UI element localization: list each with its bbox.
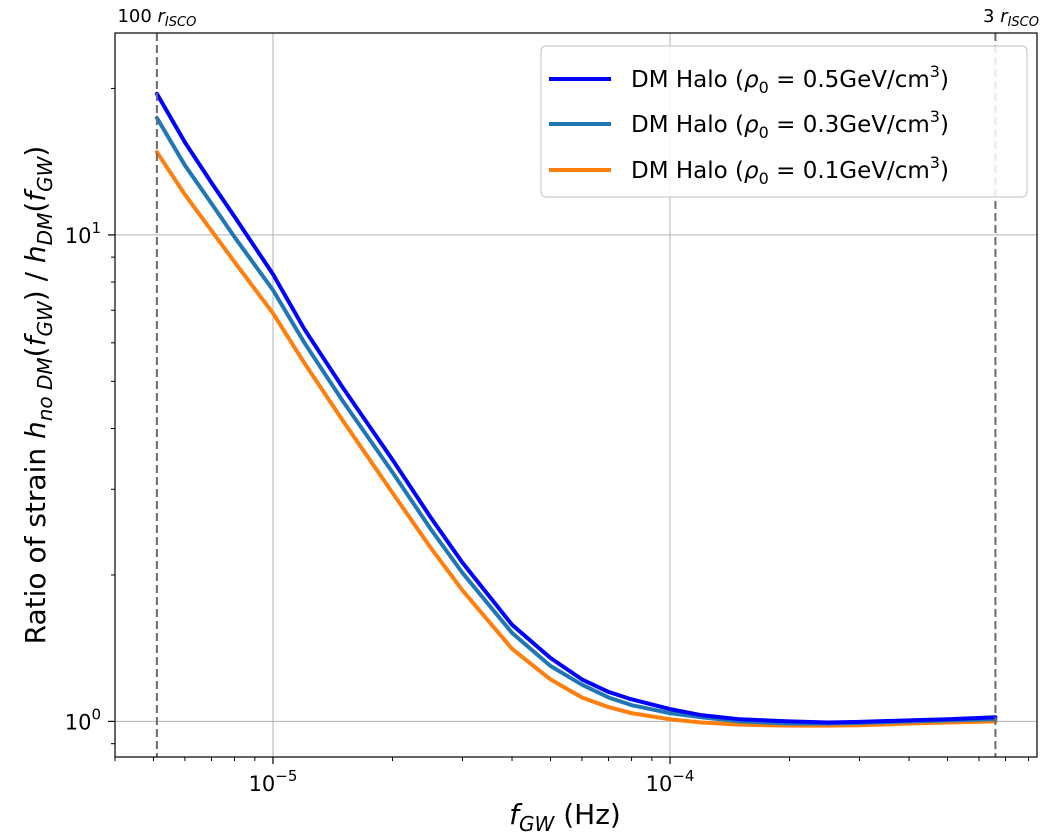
x-tick-label: 10−4: [646, 767, 695, 796]
y-axis-label: Ratio of strain hno DM(fGW) / hDM(fGW): [19, 146, 57, 645]
reference-line-label: 3 rISCO: [983, 6, 1039, 30]
series-line-0: [154, 91, 998, 725]
series-line-2: [154, 150, 998, 728]
y-tick-label: 100: [65, 705, 101, 734]
legend-label-0: DM Halo (ρ0 = 0.5GeV/cm3): [631, 62, 949, 97]
legend-item-0: DM Halo (ρ0 = 0.5GeV/cm3): [549, 62, 949, 97]
legend-box: [540, 45, 1028, 198]
series-lines: [154, 91, 998, 728]
legend: DM Halo (ρ0 = 0.5GeV/cm3) DM Halo (ρ0 = …: [540, 45, 1028, 198]
x-tick-label: 10−5: [249, 767, 298, 796]
legend-label-2: DM Halo (ρ0 = 0.1GeV/cm3): [631, 153, 949, 188]
y-tick-label: 101: [65, 219, 101, 248]
minor-ticks: [111, 87, 1030, 761]
legend-item-1: DM Halo (ρ0 = 0.3GeV/cm3): [549, 107, 949, 142]
tick-labels: 10−5 10−4 100 101: [65, 219, 695, 796]
axes-frame: [114, 32, 1038, 758]
legend-item-2: DM Halo (ρ0 = 0.1GeV/cm3): [549, 153, 949, 188]
legend-label-1: DM Halo (ρ0 = 0.3GeV/cm3): [631, 107, 949, 142]
reference-line-label: 100 rISCO: [117, 6, 196, 30]
